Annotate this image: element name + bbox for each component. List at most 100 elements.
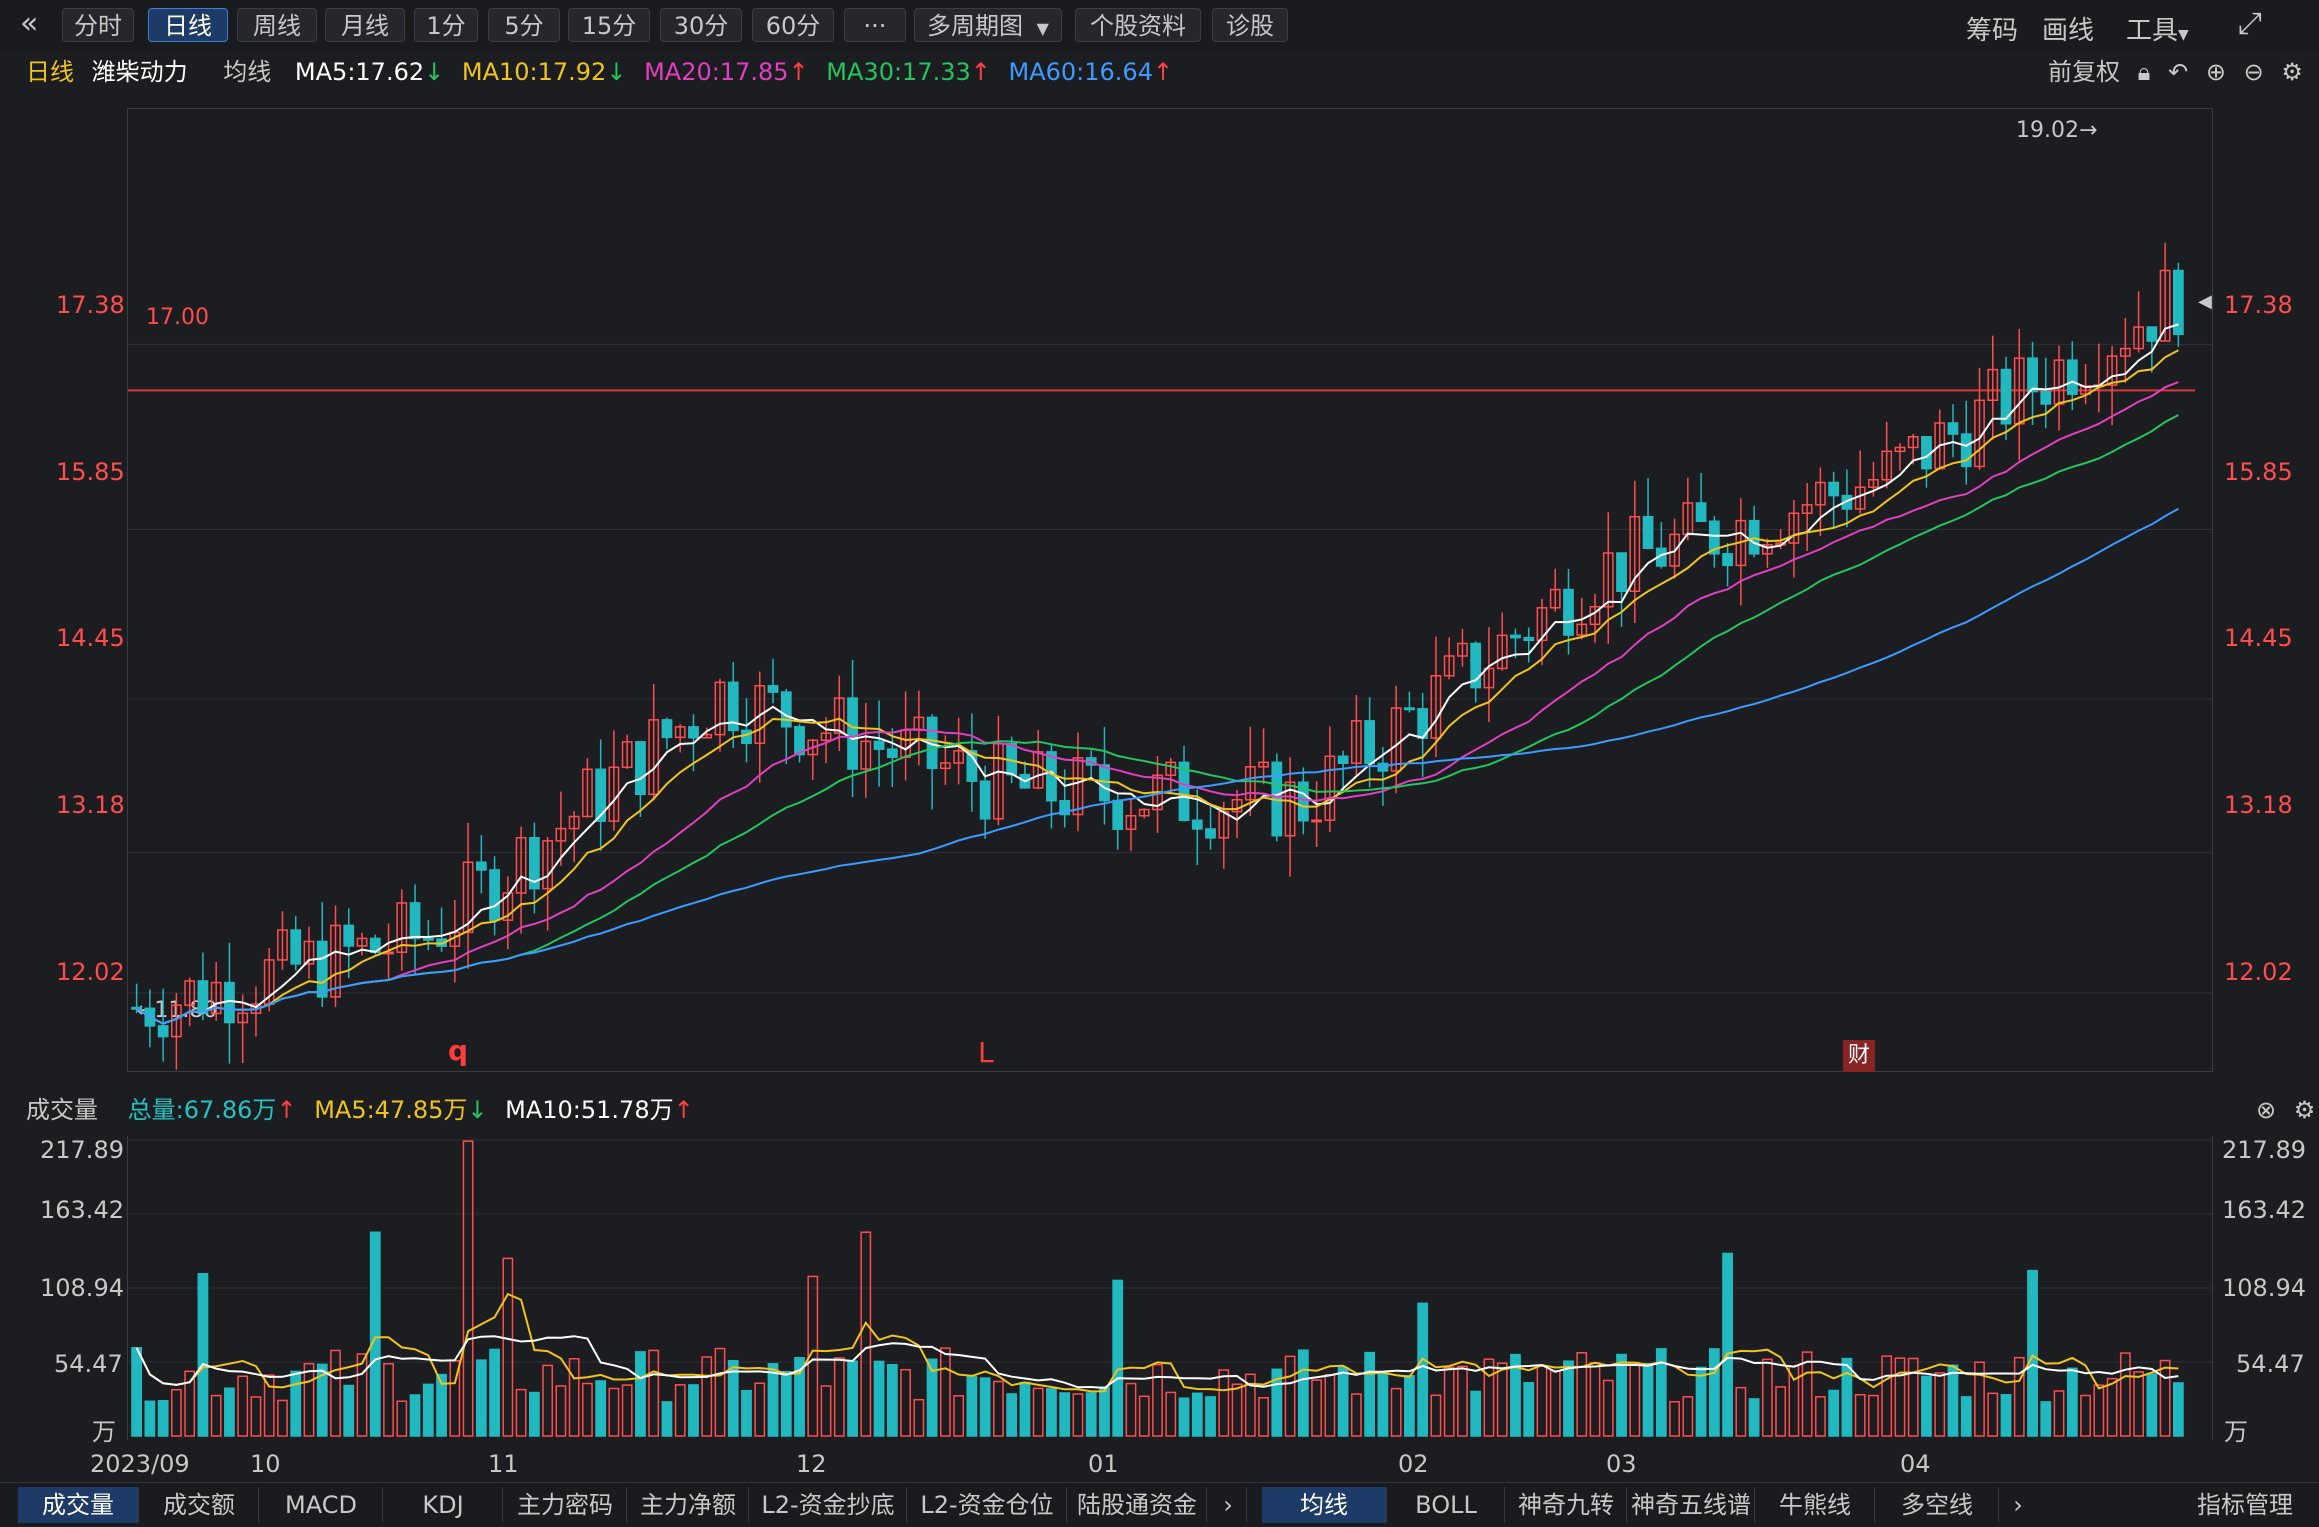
tab-boll[interactable]: BOLL <box>1388 1487 1505 1523</box>
candle-body <box>1483 667 1495 689</box>
top-toolbar: « 分时 日线 周线 月线 1分 5分 15分 30分 60分 ··· 多周期图… <box>0 0 2319 52</box>
candle-body <box>688 726 699 739</box>
indicator-manage-button[interactable]: 指标管理 <box>2197 1491 2293 1519</box>
gear-icon[interactable]: ⚙ <box>2281 58 2303 86</box>
indicator-tabs: 成交量 成交额 MACD KDJ 主力密码 主力净额 L2-资金抄底 L2-资金… <box>0 1482 2319 1527</box>
ma-label[interactable]: 均线 <box>223 58 272 86</box>
zoom-in-icon[interactable]: ⊕ <box>2205 58 2226 86</box>
volume-label-left: 54.47 <box>54 1350 123 1378</box>
volume-bar <box>1496 1362 1508 1437</box>
tab-1min[interactable]: 1分 <box>414 8 478 42</box>
candle-body <box>1695 502 1707 523</box>
stock-info-button[interactable]: 个股资料 <box>1075 8 1201 42</box>
volume-unit-left: 万 <box>92 1418 116 1446</box>
tab-bull-bear[interactable]: 牛熊线 <box>1756 1487 1875 1523</box>
tab-fenshi[interactable]: 分时 <box>62 8 134 42</box>
draw-line-button[interactable]: 画线 <box>2042 16 2095 46</box>
volume-bar <box>1284 1355 1296 1437</box>
candle-body <box>979 780 991 820</box>
volume-bar <box>1894 1357 1906 1437</box>
volume-bar <box>1828 1389 1840 1437</box>
tab-15min[interactable]: 15分 <box>568 8 650 42</box>
volume-ma5-line <box>135 1292 2179 1393</box>
stock-name: 潍柴动力 <box>91 58 188 86</box>
volume-bar <box>2093 1384 2105 1437</box>
volume-bar <box>330 1349 341 1437</box>
close-icon[interactable]: ⊗ <box>2256 1096 2277 1124</box>
tab-macd[interactable]: MACD <box>260 1487 383 1523</box>
candle-body <box>555 827 567 842</box>
ma30-line <box>136 414 2179 1025</box>
tab-30min[interactable]: 30分 <box>660 8 742 42</box>
candle-body <box>1669 533 1680 567</box>
candle-body <box>621 741 633 769</box>
tab-ma-overlay[interactable]: 均线 <box>1262 1487 1387 1523</box>
gear-icon[interactable]: ⚙ <box>2293 1096 2316 1124</box>
volume-gridlines <box>128 1139 2212 1363</box>
tab-kdj[interactable]: KDJ <box>384 1487 503 1523</box>
tab-rixian[interactable]: 日线 <box>148 8 228 42</box>
event-marker-finance[interactable]: 财 <box>1843 1040 1875 1072</box>
back-double-chevron-icon[interactable]: « <box>20 6 39 41</box>
candle-body <box>528 837 540 890</box>
candle-body <box>1191 819 1203 830</box>
volume-bar <box>515 1388 527 1437</box>
tools-dropdown[interactable]: 工具▼ <box>2126 10 2189 47</box>
date-label: 11 <box>488 1450 519 1478</box>
candle-body <box>2106 355 2118 386</box>
candle-body <box>1430 675 1442 739</box>
lock-icon[interactable]: 🔒︎ <box>2137 58 2151 86</box>
multi-period-dropdown[interactable]: 多周期图 ▼ <box>914 8 1062 42</box>
tab-long-short[interactable]: 多空线 <box>1876 1487 1999 1523</box>
volume-bar <box>953 1395 965 1437</box>
expand-icon[interactable]: ⤢ <box>2238 6 2262 41</box>
volume-header: 成交量 总量:67.86万↑ MA5:47.85万↓ MA10:51.78万↑ <box>26 1090 704 1130</box>
volume-bar <box>595 1380 607 1437</box>
tab-zhouxian[interactable]: 周线 <box>237 8 317 42</box>
tab-northbound[interactable]: 陆股通资金 <box>1068 1487 1207 1523</box>
tab-main-force-net[interactable]: 主力净额 <box>628 1487 749 1523</box>
tab-magic-five[interactable]: 神奇五线谱 <box>1628 1487 1755 1523</box>
tab-magic-nine[interactable]: 神奇九转 <box>1506 1487 1627 1523</box>
tab-turnover[interactable]: 成交额 <box>140 1487 259 1523</box>
candle-body <box>635 741 646 796</box>
tab-main-force-code[interactable]: 主力密码 <box>504 1487 627 1523</box>
adjust-label[interactable]: 前复权 <box>2048 58 2120 86</box>
candle-body <box>2000 368 2012 425</box>
undo-icon[interactable]: ↶ <box>2168 58 2189 86</box>
event-marker-l[interactable]: L <box>978 1036 994 1069</box>
volume-bar <box>568 1357 580 1437</box>
volume-bar <box>1205 1396 1216 1437</box>
volume-bar <box>1430 1394 1442 1437</box>
volume-bar <box>1032 1387 1044 1437</box>
volume-bar <box>462 1140 474 1437</box>
volume-bar <box>210 1394 222 1437</box>
volume-label-left: 163.42 <box>40 1196 124 1224</box>
volume-bar <box>436 1373 447 1437</box>
diagnose-button[interactable]: 诊股 <box>1212 8 1288 42</box>
volume-bar <box>1708 1348 1720 1437</box>
tabs-scroll-right-icon[interactable]: › <box>1210 1487 1247 1523</box>
candle-body <box>475 861 487 871</box>
tab-60min[interactable]: 60分 <box>752 8 834 42</box>
candle-body <box>754 685 766 745</box>
tab-volume[interactable]: 成交量 <box>18 1487 139 1523</box>
volume-bar <box>727 1359 739 1437</box>
volume-bar <box>1775 1386 1787 1437</box>
candle-body <box>303 940 315 965</box>
event-marker-q[interactable]: q <box>448 1034 469 1067</box>
volume-bar <box>1655 1348 1667 1437</box>
volume-ma10: MA10:51.78万↑ <box>505 1096 694 1124</box>
tab-l2-position[interactable]: L2-资金仓位 <box>908 1487 1067 1523</box>
more-button[interactable]: ··· <box>844 8 906 42</box>
chip-button[interactable]: 筹码 <box>1966 16 2019 46</box>
zoom-out-icon[interactable]: ⊖ <box>2243 58 2264 86</box>
tab-yuexian[interactable]: 月线 <box>325 8 405 42</box>
price-label-left: 14.45 <box>56 624 125 652</box>
volume-bar <box>1761 1358 1773 1437</box>
tab-5min[interactable]: 5分 <box>488 8 560 42</box>
tabs-scroll-right-icon[interactable]: › <box>2013 1491 2023 1519</box>
volume-bar <box>1085 1392 1097 1437</box>
tab-l2-bottom[interactable]: L2-资金抄底 <box>750 1487 907 1523</box>
